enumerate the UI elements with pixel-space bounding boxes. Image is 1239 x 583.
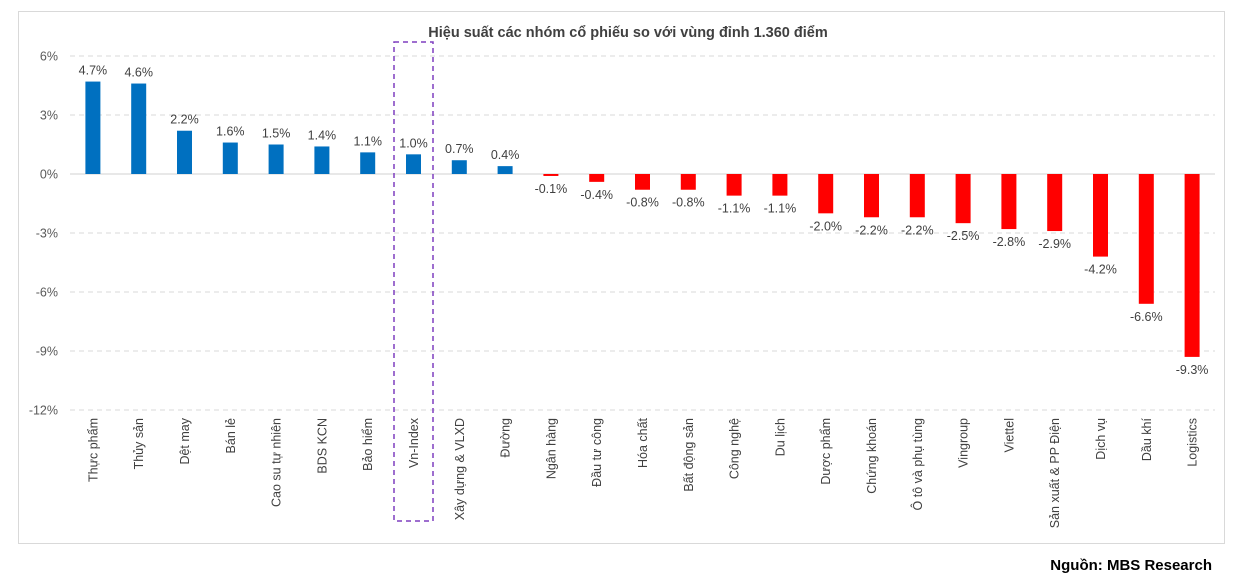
bar [635, 174, 650, 190]
bars [85, 81, 1200, 357]
x-tick-label: Hóa chất [636, 417, 650, 468]
bar [726, 174, 742, 196]
x-tick-label: Bán lẻ [224, 418, 238, 453]
data-label: 1.1% [353, 134, 382, 148]
x-tick-label: BDS KCN [315, 418, 329, 474]
y-tick-label: -6% [36, 286, 58, 300]
x-tick-label: Ô tô và phụ tùng [910, 418, 925, 510]
x-tick-label: Xây dựng & VLXD [453, 418, 467, 520]
bar [1047, 174, 1063, 232]
y-axis-ticks: 6% 3% 0% -3% -6% -9% -12% [29, 50, 58, 418]
x-tick-label: Thực phẩm [86, 418, 100, 482]
data-labels: 4.7% 4.6% 2.2% 1.6% 1.5% 1.4% 1.1% 1.0% 0.7% 0.4%… [79, 64, 1209, 377]
data-label: -2.9% [1038, 237, 1071, 251]
data-label: -0.1% [535, 182, 568, 196]
data-label: 1.5% [262, 127, 291, 141]
source-note: Nguồn: MBS Research [1050, 557, 1212, 574]
x-tick-label: Vingroup [957, 418, 971, 468]
data-label: -2.8% [993, 235, 1026, 249]
x-tick-label: Dịch vụ [1094, 418, 1108, 460]
x-tick-label: Bất động sản [682, 418, 696, 492]
bar [131, 83, 147, 174]
x-tick-label: Sản xuất & PP Điện [1048, 418, 1062, 528]
bar [406, 154, 421, 174]
data-label: 1.0% [399, 136, 428, 150]
highlight-box [393, 41, 434, 522]
data-label: -0.4% [580, 188, 613, 202]
data-label: 4.7% [79, 64, 108, 78]
data-label: 4.6% [124, 66, 153, 80]
bar [543, 174, 559, 176]
bar [818, 174, 834, 214]
gridlines [70, 55, 1215, 411]
chart-title: Hiệu suất các nhóm cổ phiếu so với vùng … [428, 25, 827, 41]
y-tick-label: 3% [40, 109, 58, 123]
data-label: 1.4% [308, 128, 337, 142]
bar [909, 174, 925, 218]
data-label: -4.2% [1084, 263, 1117, 277]
bar [360, 152, 376, 174]
bar [451, 160, 467, 174]
bar [955, 174, 971, 224]
data-label: 1.6% [216, 125, 245, 139]
y-tick-label: 6% [40, 50, 58, 64]
x-tick-label: Dệt may [178, 417, 192, 464]
y-tick-label: 0% [40, 168, 58, 182]
bar [589, 174, 605, 182]
bar [1138, 174, 1154, 304]
data-label: -6.6% [1130, 310, 1163, 324]
data-label: -9.3% [1176, 363, 1209, 377]
x-tick-label: Dược phẩm [819, 418, 833, 485]
bar [177, 130, 192, 174]
bar [680, 174, 696, 190]
bar [1093, 174, 1108, 257]
highlight-box-group [393, 41, 434, 522]
data-label: -2.2% [855, 223, 888, 237]
bar [864, 174, 879, 218]
bar [268, 144, 284, 174]
x-tick-label: Đường [499, 418, 513, 458]
data-label: -2.0% [809, 219, 842, 233]
x-axis-labels: Thực phẩm Thủy sản Dệt may Bán lẻ Cao su tự … [86, 417, 1199, 528]
data-label: -0.8% [672, 196, 705, 210]
bar [85, 81, 101, 174]
x-tick-label: Chứng khoán [865, 418, 879, 494]
bar [222, 142, 238, 174]
data-label: 0.4% [491, 148, 520, 162]
x-tick-label: Bảo hiểm [361, 418, 375, 471]
x-tick-label: Viettel [1002, 418, 1016, 453]
bar [772, 174, 788, 196]
data-label: -2.5% [947, 229, 980, 243]
data-label: -1.1% [718, 202, 751, 216]
x-tick-label: Thủy sản [132, 418, 146, 469]
x-tick-label: Vn-Index [407, 417, 421, 468]
x-tick-label: Ngân hàng [544, 418, 558, 479]
data-label: 2.2% [170, 113, 199, 127]
data-label: -0.8% [626, 196, 659, 210]
bar [1001, 174, 1017, 230]
x-tick-label: Dầu khí [1140, 417, 1154, 461]
y-tick-label: -12% [29, 404, 58, 418]
x-tick-label: Công nghệ [728, 418, 742, 479]
chart-frame [18, 11, 1225, 544]
x-tick-label: Du lịch [773, 418, 787, 456]
x-tick-label: Đầu tư công [590, 418, 604, 487]
bar [497, 166, 513, 174]
data-label: -1.1% [764, 202, 797, 216]
data-label: 0.7% [445, 142, 474, 156]
y-tick-label: -9% [36, 345, 58, 359]
x-tick-label: Logistics [1186, 418, 1200, 467]
bar [314, 146, 330, 174]
data-label: -2.2% [901, 223, 934, 237]
y-tick-label: -3% [36, 227, 58, 241]
bar [1184, 174, 1200, 357]
x-tick-label: Cao su tự nhiên [270, 418, 284, 507]
